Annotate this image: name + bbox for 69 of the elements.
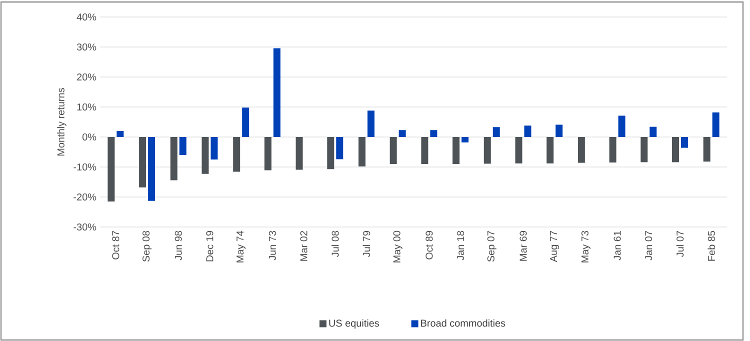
- x-tick-label: Jun 73: [268, 230, 276, 260]
- bar: [484, 137, 491, 164]
- bar: [609, 137, 616, 162]
- bar: [170, 137, 178, 180]
- legend-label: US equities: [329, 319, 380, 329]
- y-tick-label: 10%: [77, 103, 96, 111]
- bar: [452, 137, 460, 164]
- bar: [273, 48, 280, 137]
- x-tick-label: Sep 08: [142, 230, 152, 262]
- bar: [524, 126, 532, 137]
- y-tick-label: 0%: [82, 133, 96, 141]
- bar: [108, 137, 115, 202]
- bar: [578, 137, 585, 163]
- x-tick-label: Feb 85: [708, 230, 715, 261]
- bar: [116, 131, 124, 137]
- x-tick-label: Jun 98: [174, 230, 182, 260]
- x-tick-label: Jan 61: [614, 231, 621, 260]
- bar: [492, 127, 500, 137]
- x-tick-label: May 73: [581, 230, 590, 262]
- y-tick-label: 30%: [76, 43, 96, 51]
- bar: [640, 137, 648, 162]
- x-tick-label: Dec 19: [206, 230, 214, 262]
- x-tick-label: Mar 02: [300, 231, 308, 261]
- bar: [390, 137, 397, 164]
- bar: [672, 137, 679, 162]
- bar: [358, 137, 366, 166]
- y-tick-label: -30%: [74, 223, 96, 231]
- x-tick-label: May 00: [393, 230, 402, 262]
- bar: [233, 137, 240, 172]
- y-tick-label: -10%: [74, 163, 96, 171]
- x-tick-label: May 74: [236, 230, 246, 262]
- bar: [264, 137, 272, 170]
- bar: [712, 112, 720, 137]
- x-tick-label: Jul 08: [331, 230, 339, 257]
- bar: [336, 137, 344, 160]
- bar: [556, 124, 563, 137]
- bar: [462, 137, 469, 142]
- bar: [430, 130, 438, 137]
- bar: [179, 137, 186, 155]
- x-tick-label: Jan 07: [645, 231, 652, 260]
- y-tick-label: 20%: [77, 73, 96, 81]
- x-tick-label: Sep 07: [487, 231, 496, 262]
- bar: [680, 137, 688, 148]
- bar: [367, 110, 374, 137]
- y-tick-label: -20%: [74, 193, 96, 201]
- x-tick-label: Oct 87: [112, 231, 120, 260]
- bar: [242, 108, 250, 137]
- x-tick-label: Aug 77: [550, 231, 560, 262]
- bar: [618, 116, 626, 137]
- x-tick-label: Jan 18: [457, 230, 464, 260]
- bar: [703, 137, 710, 162]
- y-axis-title: Monthly returns: [57, 88, 66, 156]
- bar: [139, 137, 146, 188]
- x-tick-label: Jul 07: [676, 231, 684, 257]
- bar: [546, 137, 554, 164]
- bar: [515, 137, 522, 164]
- y-tick-label: 40%: [76, 13, 96, 21]
- x-tick-label: Jul 79: [362, 230, 370, 257]
- legend-label: Broad commodities: [421, 319, 506, 327]
- bar: [210, 137, 218, 160]
- bar: [296, 137, 303, 170]
- bar: [421, 137, 428, 164]
- bar: [148, 137, 156, 201]
- bar: [398, 130, 406, 137]
- bar: [202, 137, 209, 174]
- x-tick-label: Oct 89: [426, 230, 433, 260]
- x-tick-label: Mar 69: [520, 230, 527, 261]
- bar: [650, 126, 657, 137]
- bar: [327, 137, 334, 170]
